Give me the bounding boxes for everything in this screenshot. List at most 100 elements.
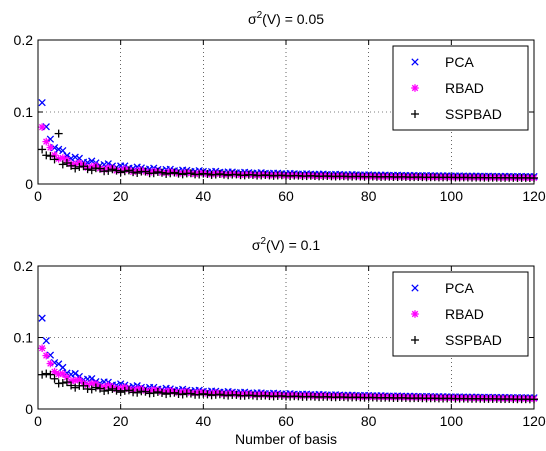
legend-marker: [411, 336, 419, 344]
legend-marker: [411, 110, 419, 118]
data-point: [96, 384, 104, 393]
data-point: [42, 351, 51, 360]
data-point: [87, 385, 96, 394]
data-point: [153, 387, 162, 396]
data-point: [46, 370, 55, 379]
data-point: [116, 168, 125, 177]
data-point: [59, 363, 67, 372]
data-point: [59, 146, 67, 155]
data-point: [186, 169, 195, 178]
data-point: [178, 390, 187, 399]
data-point: [58, 378, 67, 387]
data-point: [71, 164, 80, 173]
legend-entry-sspbad: SSPBAD: [411, 106, 502, 122]
data-point: [67, 381, 76, 390]
data-point: [186, 389, 195, 398]
data-point: [170, 388, 179, 397]
data-point: [153, 167, 162, 176]
legend-entry-rbad: RBAD: [411, 306, 484, 322]
data-point: [38, 123, 46, 131]
y-tick-label: 0.1: [14, 104, 34, 120]
data-point: [38, 314, 46, 322]
data-point: [42, 151, 51, 160]
data-point: [162, 169, 171, 178]
x-tick-label: 20: [113, 413, 129, 429]
data-point: [38, 344, 46, 353]
data-point: [71, 153, 79, 161]
data-point: [133, 168, 142, 177]
x-tick-label: 80: [361, 188, 377, 204]
bottom-panel: σ2(V) = 0.1 Number of basis 0 20 40 60 80 100…: [14, 236, 546, 447]
legend-marker: [411, 84, 419, 92]
data-point: [195, 390, 204, 399]
x-tick-label: 0: [34, 413, 42, 429]
data-point: [133, 388, 142, 397]
x-tick-label: 100: [440, 188, 464, 204]
data-point: [55, 145, 63, 153]
data-point: [79, 162, 88, 171]
y-tick-label: 0: [25, 401, 33, 417]
data-point: [248, 391, 257, 400]
data-point: [116, 388, 125, 397]
legend-label: RBAD: [445, 306, 484, 322]
data-point: [232, 170, 241, 179]
data-point: [195, 170, 204, 179]
data-point: [149, 169, 158, 178]
data-point: [42, 337, 50, 345]
data-point: [203, 390, 212, 399]
data-point: [104, 386, 113, 395]
data-point: [83, 165, 92, 174]
data-point: [158, 168, 166, 177]
data-point: [71, 383, 80, 392]
data-point: [166, 169, 175, 178]
data-point: [62, 378, 71, 387]
x-tick-label: 60: [278, 413, 294, 429]
data-point: [62, 158, 71, 167]
x-tick-label: 40: [196, 188, 212, 204]
data-point: [170, 168, 179, 177]
legend-entry-rbad: RBAD: [411, 80, 484, 96]
y-tick-label: 0.2: [14, 32, 34, 48]
data-point: [232, 390, 241, 399]
data-point: [91, 383, 100, 392]
bottom-panel-title: σ2(V) = 0.1: [252, 236, 320, 253]
data-point: [129, 168, 138, 177]
data-point: [79, 381, 88, 390]
data-point: [124, 166, 133, 175]
legend-marker: [411, 284, 419, 292]
data-point: [54, 129, 63, 138]
data-point: [46, 359, 55, 368]
top-panel-title: σ2(V) = 0.05: [248, 10, 324, 27]
data-point: [149, 389, 158, 398]
legend-label: SSPBAD: [445, 332, 502, 348]
data-point: [42, 137, 51, 146]
series-sspbad: [38, 129, 538, 183]
data-point: [112, 166, 121, 175]
x-axis-label: Number of basis: [235, 431, 337, 447]
data-point: [104, 166, 113, 175]
series-sspbad: [38, 369, 538, 404]
top-panel: σ2(V) = 0.05 0 20 40 60 80 100 120 0 0.1 0.2 PCA RB…: [14, 10, 546, 204]
x-tick-label: 40: [196, 413, 212, 429]
legend-marker: [411, 310, 419, 318]
x-tick-label: 20: [113, 188, 129, 204]
data-point: [158, 388, 166, 397]
data-point: [46, 152, 55, 161]
data-point: [174, 169, 183, 178]
legend-label: RBAD: [445, 80, 484, 96]
data-point: [67, 154, 75, 163]
data-point: [108, 165, 117, 174]
data-point: [42, 369, 51, 378]
data-point: [87, 166, 96, 175]
data-point: [162, 390, 171, 399]
data-point: [215, 169, 224, 178]
x-tick-label: 0: [34, 188, 42, 204]
data-point: [38, 370, 47, 379]
data-point: [46, 143, 55, 152]
data-point: [120, 167, 129, 176]
data-point: [203, 169, 212, 178]
x-tick-label: 80: [361, 413, 377, 429]
legend-entry-pca: PCA: [411, 280, 474, 296]
data-point: [38, 145, 47, 154]
